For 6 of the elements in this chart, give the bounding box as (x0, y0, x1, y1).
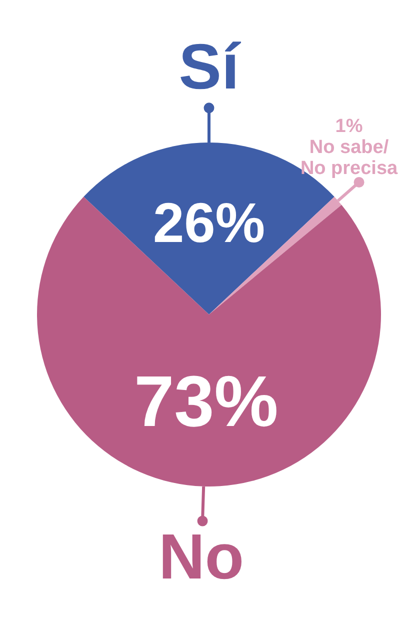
legend-label: No (158, 520, 244, 592)
data-label: 26% (152, 191, 266, 254)
data-label: 1% (335, 116, 363, 138)
slice-label: Sí (178, 30, 242, 102)
data-label: 73% (134, 362, 278, 442)
slice-label: No sabe/ No precisa (300, 137, 398, 180)
